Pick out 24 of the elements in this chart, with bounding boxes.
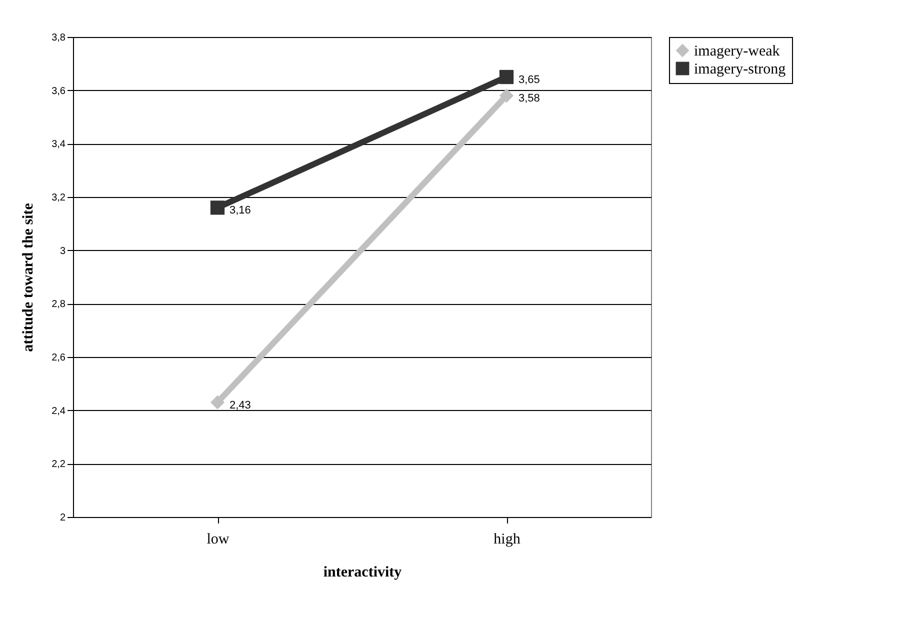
point [210, 395, 225, 410]
y-tick-label: 2,4 [52, 406, 66, 417]
data-label: 3,65 [518, 74, 540, 86]
point [210, 200, 225, 215]
y-tick-label: 3 [60, 246, 66, 257]
legend-label: imagery-strong [694, 62, 786, 78]
y-tick-label: 2,6 [52, 352, 66, 364]
y-tick-label: 2 [60, 512, 66, 524]
y-tick-label: 2,2 [52, 459, 66, 470]
y-tick-label: 3,2 [52, 192, 66, 204]
y-tick-label: 3,8 [52, 32, 66, 44]
data-label: 3,58 [518, 92, 540, 105]
data-label: 3,16 [230, 204, 251, 217]
legend-label: imagery-weak [694, 44, 780, 60]
y-tick-label: 2,8 [52, 299, 66, 310]
x-tick-label: low [206, 532, 230, 548]
y-axis-title: attitude toward the site [20, 202, 37, 352]
data-label: 2,43 [230, 399, 251, 412]
y-tick-label: 3,6 [52, 86, 66, 97]
point [499, 70, 514, 84]
x-axis-title: interactivity [323, 564, 402, 580]
x-tick-label: high [494, 532, 521, 548]
y-tick-label: 3,4 [52, 139, 66, 150]
point [499, 88, 514, 103]
